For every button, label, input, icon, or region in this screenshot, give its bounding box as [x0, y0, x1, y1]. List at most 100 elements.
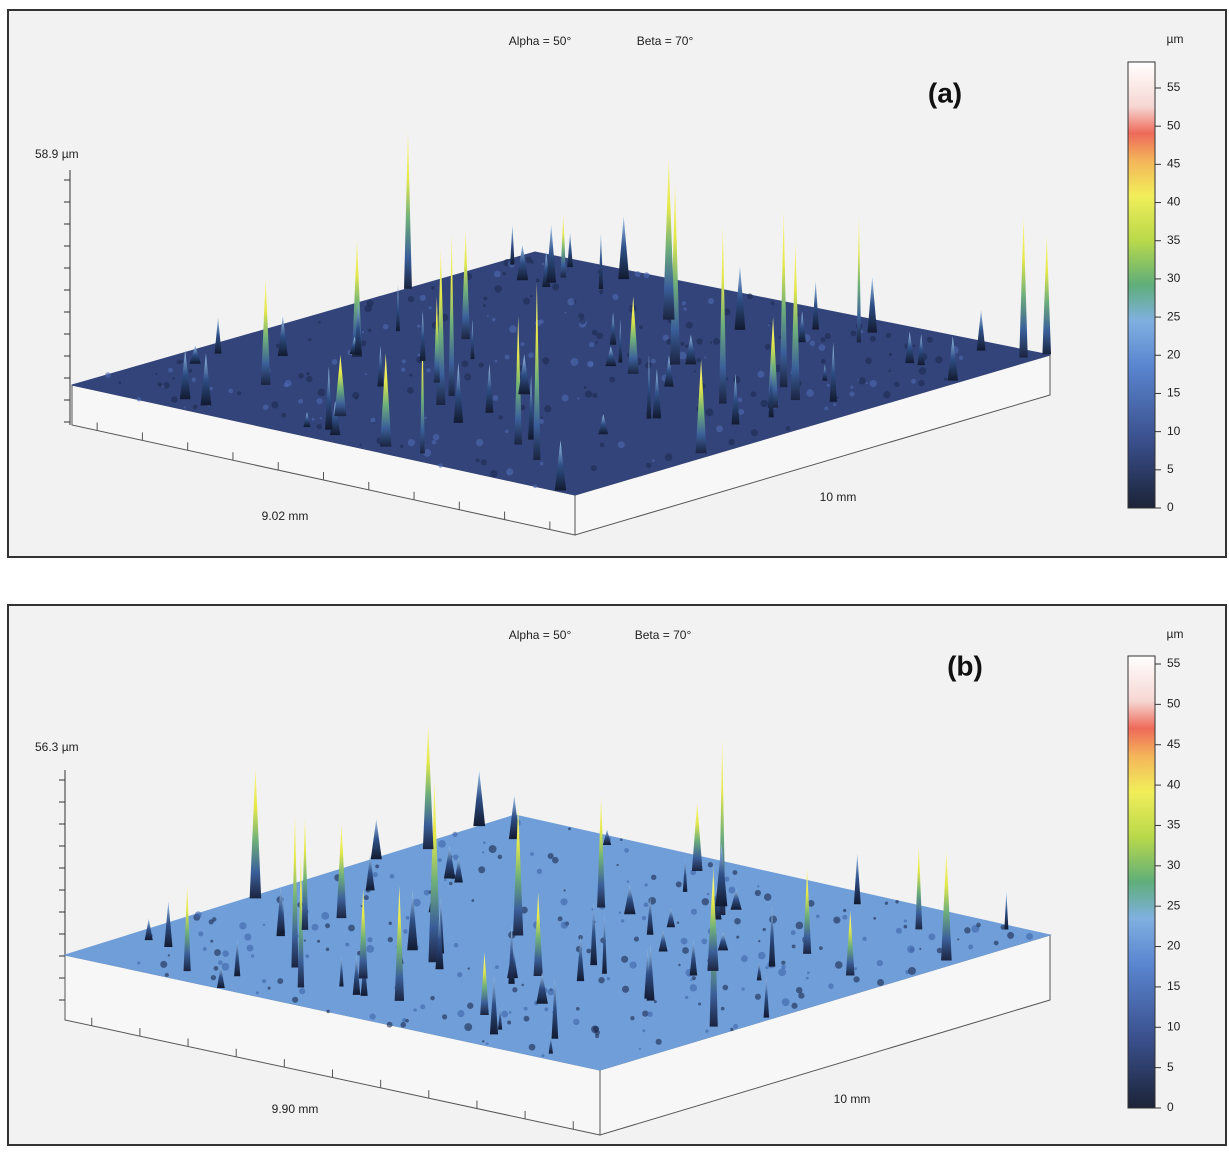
surface [63, 814, 1052, 1071]
surface-texture [523, 1006, 528, 1011]
surface-texture [716, 425, 723, 433]
peak [179, 349, 191, 400]
peak [536, 972, 548, 1004]
surface-texture [482, 304, 486, 307]
surface-texture [449, 881, 453, 886]
surface-texture [758, 939, 761, 943]
surface-texture [386, 1021, 393, 1028]
surface-texture [568, 827, 571, 831]
peak [689, 939, 698, 976]
surface-texture [539, 461, 544, 466]
surface-texture [698, 1002, 702, 1006]
surface-texture [423, 448, 432, 457]
surface-texture [843, 908, 847, 913]
surface-texture [188, 368, 193, 373]
surface-texture [506, 468, 514, 476]
surface-texture [438, 840, 446, 848]
surface-texture [488, 845, 497, 853]
surface-texture [255, 991, 259, 995]
surface-texture [741, 955, 748, 963]
surface-texture [573, 1018, 580, 1026]
surface-texture [388, 921, 392, 926]
surface-texture [520, 342, 525, 347]
surface-texture [366, 944, 375, 953]
surface-texture [936, 947, 943, 954]
surface-texture [888, 352, 892, 357]
surface-texture [765, 966, 769, 970]
surface-texture [530, 852, 534, 856]
height-label: 58.9 µm [35, 147, 79, 161]
peak [497, 1007, 503, 1030]
surface-texture [198, 931, 204, 937]
surface-texture [541, 262, 545, 266]
surface-texture [968, 944, 974, 950]
peak [260, 279, 271, 385]
peak [734, 266, 746, 330]
surface-texture [482, 851, 485, 854]
surface-texture [705, 1029, 709, 1033]
surface-texture [251, 954, 255, 958]
surface-texture [645, 462, 652, 468]
surface-texture [754, 993, 762, 1000]
peak [812, 280, 820, 330]
peak [715, 843, 728, 907]
surface-texture [453, 942, 459, 948]
surface-texture [824, 333, 831, 340]
surface-texture [483, 296, 488, 301]
surface-texture [818, 344, 826, 351]
peak [435, 910, 444, 970]
surface-texture [423, 889, 430, 896]
surface-texture [833, 916, 841, 924]
peak [301, 816, 309, 930]
surface-texture [457, 972, 463, 978]
surface-texture [239, 922, 247, 930]
surface-texture [1000, 924, 1006, 930]
surface-texture [360, 340, 367, 347]
surface-texture [664, 453, 673, 462]
peak [731, 373, 740, 425]
surface-texture [547, 852, 554, 860]
surface-texture [767, 323, 771, 327]
surface-texture [599, 289, 604, 295]
surface-texture [281, 412, 287, 418]
surface-texture [481, 1040, 485, 1043]
colorbar-tick-label: 5 [1167, 462, 1174, 476]
surface-texture [701, 938, 708, 945]
colorbar-tick-label: 5 [1167, 1060, 1174, 1074]
surface-texture [736, 935, 740, 939]
peak [905, 331, 915, 364]
surface-texture [560, 921, 568, 929]
surface-texture [475, 458, 480, 463]
peak [448, 232, 455, 397]
surface-texture [485, 1042, 489, 1046]
peak [473, 770, 486, 827]
surface-texture [595, 1034, 600, 1039]
surface-texture [444, 879, 447, 882]
surface-texture [430, 995, 435, 1001]
surface-texture [311, 417, 315, 421]
surface-texture [869, 379, 877, 388]
peak [485, 363, 494, 413]
surface-texture [441, 1014, 448, 1020]
peak [853, 853, 861, 905]
surface-texture [317, 320, 321, 324]
surface-texture [903, 919, 907, 923]
peak [695, 359, 707, 454]
surface-texture [426, 368, 431, 373]
surface-texture [528, 1043, 536, 1051]
surface-texture [641, 915, 647, 921]
surface-texture [678, 351, 687, 360]
surface-texture [533, 484, 538, 489]
surface-texture [763, 893, 772, 901]
peak [618, 216, 630, 280]
peak [422, 725, 434, 850]
surface-texture [918, 367, 927, 375]
surface-texture [361, 331, 365, 334]
surface-texture [306, 372, 310, 376]
peak [618, 319, 623, 363]
surface-texture [873, 916, 877, 920]
peak [352, 954, 361, 995]
peak [303, 411, 311, 428]
surface-texture [860, 330, 864, 334]
peak [370, 819, 382, 860]
